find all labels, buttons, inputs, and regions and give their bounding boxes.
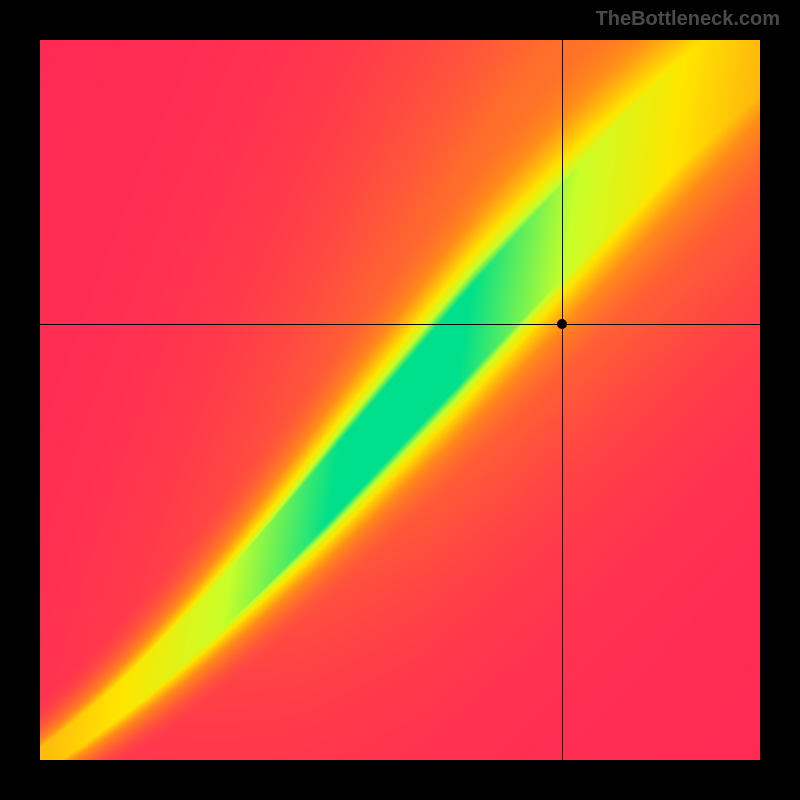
crosshair-marker — [557, 319, 567, 329]
crosshair-vertical — [562, 40, 563, 760]
crosshair-horizontal — [40, 324, 760, 325]
bottleneck-heatmap — [40, 40, 760, 760]
heatmap-canvas — [40, 40, 760, 760]
watermark-text: TheBottleneck.com — [596, 8, 780, 31]
